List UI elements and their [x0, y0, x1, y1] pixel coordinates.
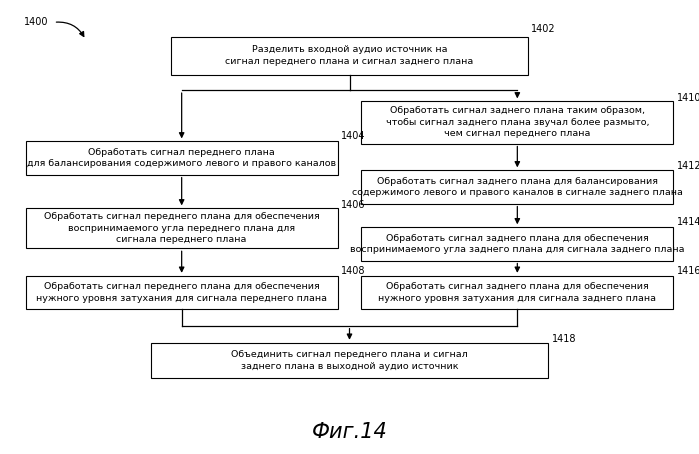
- Text: 1408: 1408: [341, 266, 366, 276]
- Text: 1412: 1412: [677, 161, 699, 171]
- Text: 1410: 1410: [677, 93, 699, 103]
- FancyBboxPatch shape: [151, 343, 548, 378]
- FancyBboxPatch shape: [171, 37, 528, 74]
- Text: Разделить входной аудио источник на
сигнал переднего плана и сигнал заднего план: Разделить входной аудио источник на сигн…: [225, 45, 474, 66]
- FancyBboxPatch shape: [26, 208, 338, 248]
- Text: Обработать сигнал заднего плана для обеспечения
нужного уровня затухания для сиг: Обработать сигнал заднего плана для обес…: [378, 282, 656, 303]
- Text: 1416: 1416: [677, 266, 699, 276]
- Text: 1418: 1418: [552, 334, 576, 344]
- Text: Обработать сигнал переднего плана
для балансирования содержимого левого и правог: Обработать сигнал переднего плана для ба…: [27, 148, 336, 168]
- Text: Обработать сигнал переднего плана для обеспечения
нужного уровня затухания для с: Обработать сигнал переднего плана для об…: [36, 282, 327, 303]
- Text: Обработать сигнал заднего плана для обеспечения
воспринимаемого угла заднего пла: Обработать сигнал заднего плана для обес…: [350, 234, 684, 254]
- Text: Обработать сигнал заднего плана таким образом,
чтобы сигнал заднего плана звучал: Обработать сигнал заднего плана таким об…: [386, 107, 649, 138]
- FancyBboxPatch shape: [361, 276, 673, 309]
- Text: Фиг.14: Фиг.14: [312, 422, 387, 442]
- FancyBboxPatch shape: [361, 101, 673, 143]
- Text: 1414: 1414: [677, 217, 699, 227]
- Text: 1402: 1402: [531, 24, 556, 34]
- Text: 1404: 1404: [341, 131, 366, 141]
- FancyBboxPatch shape: [26, 276, 338, 309]
- Text: Обработать сигнал заднего плана для балансирования
содержимого левого и правого : Обработать сигнал заднего плана для бала…: [352, 177, 683, 197]
- Text: Объединить сигнал переднего плана и сигнал
заднего плана в выходной аудио источн: Объединить сигнал переднего плана и сигн…: [231, 350, 468, 371]
- FancyBboxPatch shape: [361, 170, 673, 204]
- FancyBboxPatch shape: [361, 227, 673, 261]
- FancyBboxPatch shape: [26, 141, 338, 175]
- Text: 1400: 1400: [24, 17, 49, 27]
- Text: 1406: 1406: [341, 200, 366, 210]
- Text: Обработать сигнал переднего плана для обеспечения
воспринимаемого угла переднего: Обработать сигнал переднего плана для об…: [44, 212, 319, 244]
